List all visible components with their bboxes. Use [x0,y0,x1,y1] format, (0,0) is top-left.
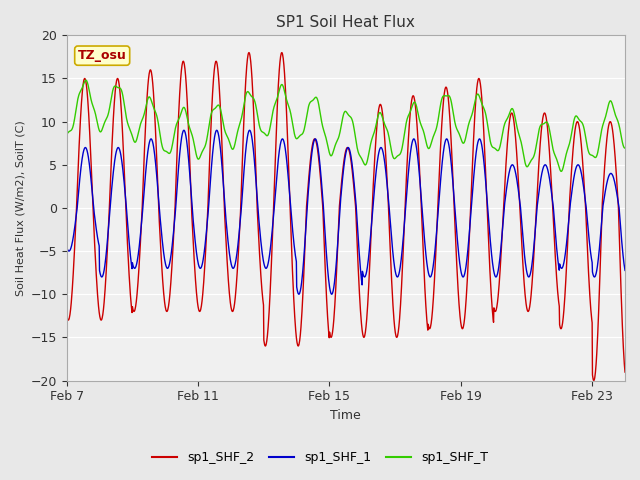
Title: SP1 Soil Heat Flux: SP1 Soil Heat Flux [276,15,415,30]
sp1_SHF_1 [63,244,70,250]
sp1_SHF_T [557,168,565,174]
Line: sp1_SHF_1: sp1_SHF_1 [67,130,625,294]
sp1_SHF_1 [510,164,518,169]
sp1_SHF_2 [63,312,70,317]
sp1_SHF_2 [590,378,598,384]
sp1_SHF_2 [509,116,517,122]
sp1_SHF_1 [621,267,629,273]
sp1_SHF_2 [621,369,629,375]
sp1_SHF_1 [180,127,188,133]
sp1_SHF_T [323,141,331,146]
sp1_SHF_1 [295,291,303,297]
sp1_SHF_T [509,108,517,114]
sp1_SHF_T [379,116,387,122]
sp1_SHF_1 [324,266,332,272]
Line: sp1_SHF_T: sp1_SHF_T [67,80,625,171]
sp1_SHF_T [156,131,164,137]
sp1_SHF_2 [156,226,163,231]
sp1_SHF_T [166,150,173,156]
sp1_SHF_1 [380,150,387,156]
sp1_SHF_2 [245,50,253,56]
sp1_SHF_2 [379,113,387,119]
sp1_SHF_2 [166,295,173,301]
sp1_SHF_1 [156,209,163,215]
sp1_SHF_T [355,149,362,155]
Text: TZ_osu: TZ_osu [78,49,127,62]
sp1_SHF_2 [355,264,362,270]
sp1_SHF_1 [355,240,362,245]
Line: sp1_SHF_2: sp1_SHF_2 [67,53,625,381]
Y-axis label: Soil Heat Flux (W/m2), SoilT (C): Soil Heat Flux (W/m2), SoilT (C) [15,120,25,296]
sp1_SHF_T [63,131,70,137]
sp1_SHF_2 [323,309,331,314]
sp1_SHF_T [82,77,90,83]
Legend: sp1_SHF_2, sp1_SHF_1, sp1_SHF_T: sp1_SHF_2, sp1_SHF_1, sp1_SHF_T [147,446,493,469]
X-axis label: Time: Time [330,409,361,422]
sp1_SHF_1 [166,261,173,267]
sp1_SHF_T [621,145,629,151]
